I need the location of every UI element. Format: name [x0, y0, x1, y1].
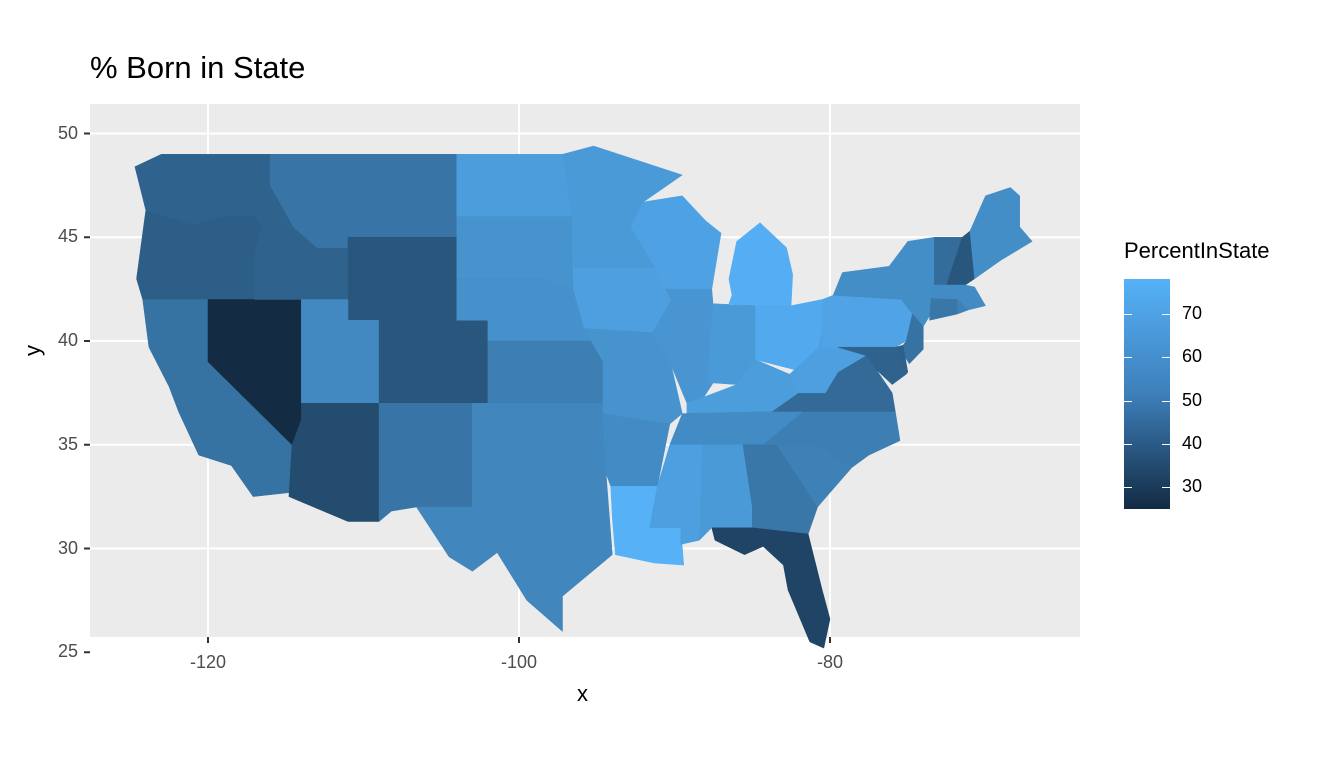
state-co: [378, 320, 489, 404]
state-or: [136, 209, 263, 300]
y-tick-label: 45: [57, 226, 78, 247]
y-axis-title: y: [20, 345, 45, 356]
legend-tick-label: 60: [1182, 346, 1203, 367]
legend-tick-mark: [1162, 313, 1170, 315]
state-tx: [415, 413, 613, 633]
x-tick-label: -120: [189, 652, 227, 672]
legend-tick-mark: [1124, 487, 1132, 489]
axis-tick-marks: [84, 132, 831, 654]
y-tick-label: 40: [57, 330, 78, 350]
legend-tick-mark: [1162, 487, 1170, 489]
legend-tick-label: 70: [1182, 302, 1203, 323]
state-al: [699, 444, 753, 541]
state-ms: [649, 444, 703, 545]
legend-title: PercentInState: [1124, 238, 1270, 263]
legend-tick-label: 40: [1182, 432, 1203, 453]
y-tick-label: 30: [57, 537, 78, 558]
legend-tick-mark: [1162, 357, 1170, 359]
legend-tick-mark: [1124, 443, 1132, 445]
state-nh: [946, 230, 975, 286]
legend-tick-mark: [1162, 400, 1170, 402]
state-ri: [957, 298, 969, 315]
state-nm: [378, 403, 473, 523]
legend-tick-label: 30: [1182, 476, 1203, 497]
legend-tick-mark: [1124, 400, 1132, 402]
y-tick-label: 50: [57, 122, 78, 143]
x-tick-label: -80: [816, 652, 843, 672]
state-pa: [821, 295, 913, 348]
state-polygons: [134, 145, 1033, 649]
state-me: [969, 187, 1033, 280]
x-axis-title: x: [577, 681, 588, 706]
legend-tick-mark: [1124, 313, 1132, 315]
y-tick-label: 35: [57, 433, 78, 454]
legend-tick-mark: [1124, 357, 1132, 359]
state-nd: [456, 154, 573, 217]
state-sd: [456, 216, 574, 290]
state-ar: [602, 413, 671, 487]
state-ia: [573, 268, 672, 333]
state-md: [837, 346, 907, 385]
y-tick-label: 25: [57, 641, 78, 662]
x-tick-label: -100: [500, 652, 538, 672]
state-nj: [899, 313, 924, 365]
legend-tick-mark: [1162, 443, 1170, 445]
state-wy: [347, 237, 458, 321]
chart-title: % Born in State: [90, 50, 306, 85]
state-ks: [487, 340, 604, 404]
legend-tick-label: 50: [1182, 389, 1203, 410]
legend-colorbar: [1124, 279, 1170, 509]
state-fl: [711, 527, 831, 649]
